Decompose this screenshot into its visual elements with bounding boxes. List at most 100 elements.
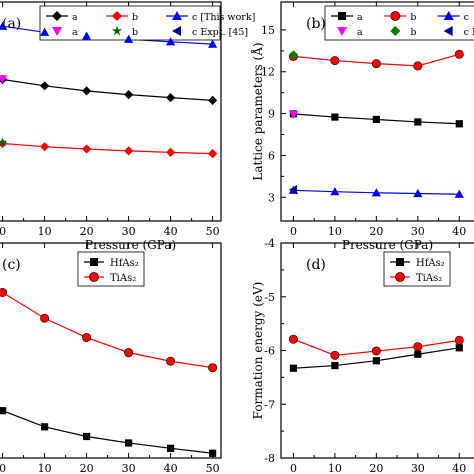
- legend-marker: [390, 11, 401, 21]
- x-tick-label: 30: [122, 225, 136, 238]
- data-point: [454, 189, 464, 198]
- x-tick-label: 30: [122, 462, 136, 474]
- legend-marker: [443, 26, 453, 36]
- legend-label: HfAs₂: [416, 258, 445, 269]
- data-point: [124, 34, 134, 43]
- x-tick-label: 50: [206, 225, 220, 238]
- legend-box: [324, 5, 474, 41]
- legend-marker: [337, 27, 347, 36]
- data-point: [288, 110, 299, 119]
- panel-2: [280, 1, 474, 222]
- data-point: [124, 348, 134, 358]
- x-axis-label: Pressure (GPa): [85, 238, 176, 252]
- data-point: [208, 95, 218, 105]
- y-tick-label: -6: [264, 345, 275, 358]
- legend-label: HfAs₂: [110, 258, 139, 269]
- y-tick-label: 15: [261, 24, 275, 37]
- data-point: [82, 333, 92, 343]
- legend-marker: [52, 11, 62, 21]
- x-tick-label: 0: [0, 462, 6, 474]
- plot-frame: [0, 242, 222, 459]
- x-tick-label: 20: [80, 225, 94, 238]
- x-tick-label: 40: [452, 225, 466, 238]
- data-point: [0, 287, 8, 297]
- panel-1: [0, 1, 222, 222]
- data-point: [166, 37, 176, 46]
- data-point: [414, 350, 422, 358]
- data-point: [166, 147, 176, 157]
- legend-label: c: [464, 12, 469, 23]
- data-point: [330, 187, 340, 196]
- legend-marker: [443, 11, 454, 20]
- legend-marker: [52, 27, 62, 36]
- x-tick-label: 40: [164, 225, 178, 238]
- legend-marker: [172, 26, 181, 36]
- legend-label: TiAs₂: [416, 273, 442, 284]
- data-point: [371, 346, 381, 356]
- data-point: [0, 21, 8, 30]
- data-point: [331, 361, 339, 370]
- x-tick-label: 20: [80, 462, 94, 474]
- legend-label: b: [132, 27, 138, 38]
- y-axis-label: Formation energy (eV): [251, 282, 265, 420]
- y-tick-label: 6: [268, 149, 275, 162]
- panel-3: [0, 242, 222, 459]
- data-point: [0, 137, 8, 147]
- y-tick-label: -5: [264, 291, 275, 304]
- legend-label: a: [72, 27, 78, 38]
- data-point: [288, 185, 298, 195]
- legend-marker: [395, 272, 405, 282]
- series-line: [2, 142, 213, 155]
- data-point: [208, 39, 218, 48]
- data-point: [124, 90, 134, 100]
- legend-marker: [390, 26, 401, 36]
- y-tick-label: -7: [264, 398, 275, 411]
- legend-label: b: [410, 12, 416, 23]
- data-point: [40, 142, 50, 152]
- data-point: [288, 334, 298, 344]
- data-point: [372, 357, 380, 365]
- data-point: [41, 423, 49, 431]
- y-tick-label: 3: [268, 191, 275, 204]
- x-axis-label: Pressure (GPa): [342, 238, 433, 252]
- data-point: [371, 59, 381, 69]
- y-axis-label: Lattice parameters (Å): [250, 42, 265, 180]
- x-tick-label: 30: [411, 462, 425, 474]
- x-tick-label: 0: [290, 462, 297, 474]
- data-point: [289, 364, 298, 372]
- legend-marker: [112, 11, 122, 21]
- x-tick-label: 50: [206, 462, 220, 474]
- data-point: [82, 31, 92, 40]
- legend-label: b: [410, 27, 416, 38]
- data-point: [209, 449, 217, 457]
- x-tick-label: 10: [38, 462, 52, 474]
- data-point: [166, 93, 176, 103]
- data-point: [82, 144, 92, 154]
- data-point: [82, 86, 92, 96]
- y-tick-label: 12: [261, 66, 275, 79]
- plot-frame: [0, 1, 222, 222]
- x-tick-label: 10: [328, 462, 342, 474]
- data-point: [40, 313, 50, 323]
- data-point: [331, 113, 339, 121]
- y-tick-label: -4: [264, 237, 275, 250]
- series-line: [2, 78, 213, 101]
- data-point: [208, 149, 218, 159]
- panel-label: (c): [2, 257, 21, 273]
- data-point: [330, 350, 340, 360]
- legend-label: a: [357, 12, 363, 23]
- x-tick-label: 0: [290, 225, 297, 238]
- data-point: [167, 444, 175, 452]
- data-point: [288, 50, 299, 60]
- x-tick-label: 10: [328, 225, 342, 238]
- legend-box: [383, 251, 451, 287]
- plot-frame: [280, 1, 474, 222]
- legend-marker: [172, 11, 182, 20]
- x-tick-label: 20: [369, 225, 383, 238]
- legend-box: [39, 5, 221, 41]
- legend-label: a: [357, 27, 363, 38]
- x-tick-label: 30: [411, 225, 425, 238]
- legend-label: a: [72, 12, 78, 23]
- x-tick-label: 20: [369, 462, 383, 474]
